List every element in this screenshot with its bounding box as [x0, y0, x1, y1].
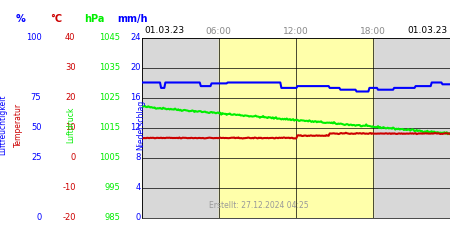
- Text: 30: 30: [65, 63, 76, 72]
- Text: 995: 995: [104, 183, 120, 192]
- Text: 20: 20: [130, 63, 140, 72]
- Text: 20: 20: [65, 93, 76, 102]
- Text: 100: 100: [26, 33, 41, 42]
- Text: 75: 75: [31, 93, 41, 102]
- Text: 8: 8: [135, 153, 140, 162]
- Text: 10: 10: [65, 123, 76, 132]
- Text: 985: 985: [104, 213, 120, 222]
- Text: 1035: 1035: [99, 63, 120, 72]
- Text: 1025: 1025: [99, 93, 120, 102]
- Text: 40: 40: [65, 33, 76, 42]
- Text: -10: -10: [62, 183, 76, 192]
- Text: Luftfeuchtigkeit: Luftfeuchtigkeit: [0, 95, 8, 155]
- Text: 0: 0: [36, 213, 41, 222]
- Text: °C: °C: [50, 14, 62, 24]
- Text: Niederschlag: Niederschlag: [136, 100, 145, 150]
- Text: 01.03.23: 01.03.23: [144, 26, 184, 35]
- Text: %: %: [15, 14, 25, 24]
- Text: mm/h: mm/h: [117, 14, 148, 24]
- Text: Temperatur: Temperatur: [14, 103, 23, 147]
- Text: 1015: 1015: [99, 123, 120, 132]
- Text: hPa: hPa: [84, 14, 105, 24]
- Text: 16: 16: [130, 93, 140, 102]
- Text: 0: 0: [135, 213, 140, 222]
- Text: 25: 25: [31, 153, 41, 162]
- Text: 50: 50: [31, 123, 41, 132]
- Text: Luftdruck: Luftdruck: [67, 107, 76, 143]
- Text: -20: -20: [62, 213, 76, 222]
- Text: 1045: 1045: [99, 33, 120, 42]
- Text: Erstellt: 27.12.2024 04:25: Erstellt: 27.12.2024 04:25: [209, 201, 309, 210]
- Text: 4: 4: [135, 183, 140, 192]
- Text: 24: 24: [130, 33, 140, 42]
- Text: 1005: 1005: [99, 153, 120, 162]
- Text: 01.03.23: 01.03.23: [408, 26, 448, 35]
- Text: 0: 0: [70, 153, 76, 162]
- Text: 12: 12: [130, 123, 140, 132]
- Bar: [219, 38, 373, 218]
